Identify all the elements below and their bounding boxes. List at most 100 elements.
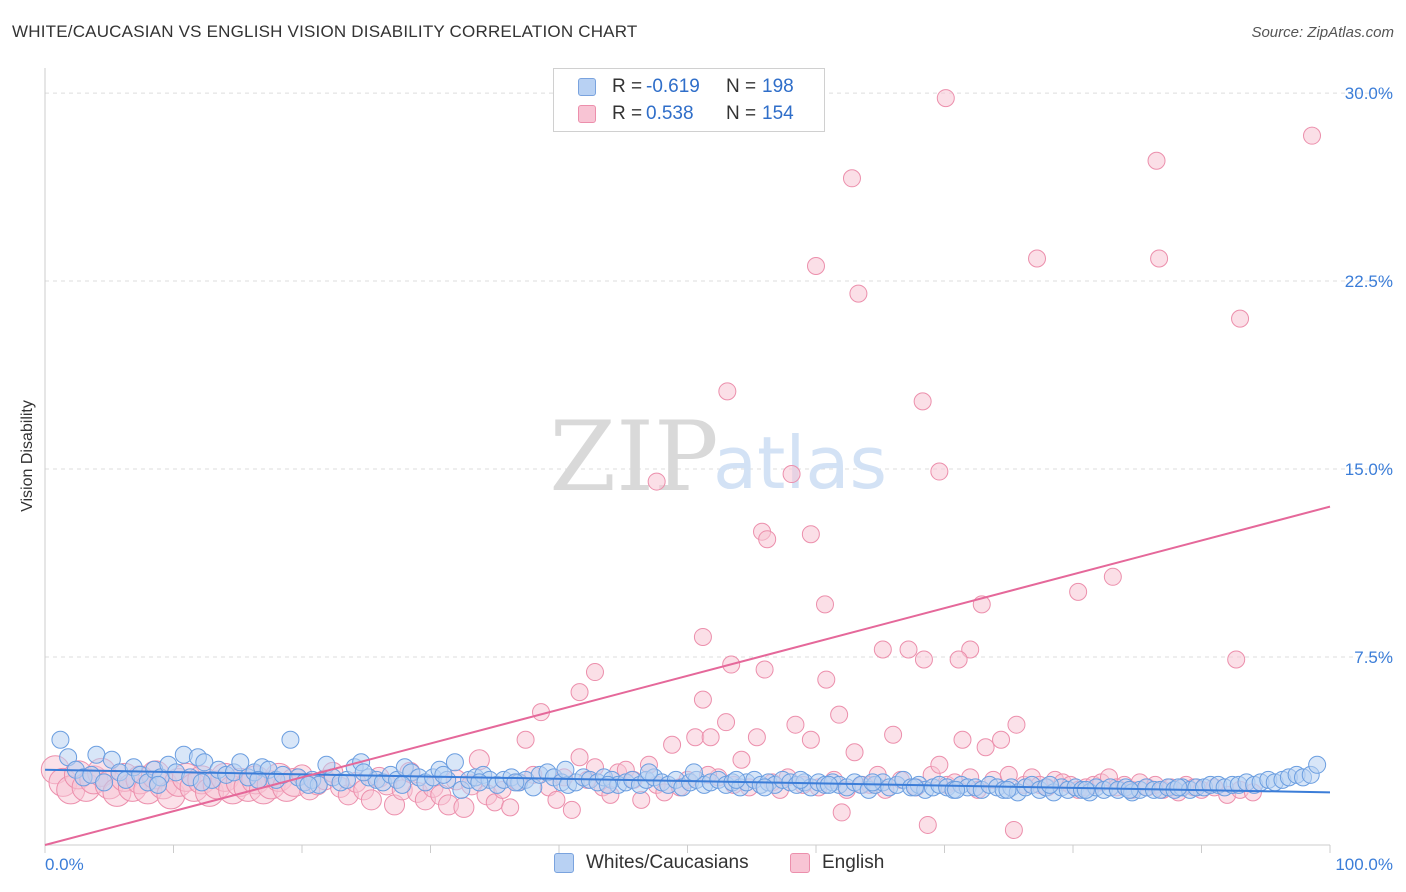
english-point	[1103, 567, 1122, 586]
whites-point	[231, 753, 250, 772]
legend-swatch-whites	[578, 78, 596, 96]
whites-point	[149, 775, 168, 794]
english-point	[801, 730, 820, 749]
series-legend-english[interactable]: English	[790, 852, 884, 874]
english-point	[693, 690, 712, 709]
english-point	[832, 803, 851, 822]
english-point	[501, 798, 520, 817]
whites-point	[791, 770, 810, 789]
series-swatch-whites	[554, 853, 574, 873]
whites-point	[556, 760, 575, 779]
y-tick-label: 22.5%	[1345, 272, 1393, 291]
english-point	[632, 790, 651, 809]
whites-point	[684, 763, 703, 782]
whites-point	[1076, 780, 1095, 799]
english-point	[849, 284, 868, 303]
correlation-legend: R = -0.619 N = 198 R = 0.538 N = 154	[553, 68, 825, 132]
english-point	[976, 738, 995, 757]
english-point	[936, 89, 955, 108]
english-point	[686, 728, 705, 747]
legend-r-label: R =	[612, 103, 643, 124]
chart-title: WHITE/CAUCASIAN VS ENGLISH VISION DISABI…	[12, 22, 638, 41]
legend-n-value-english: 154	[762, 103, 794, 124]
grid-lines	[45, 92, 1392, 658]
english-point	[1147, 151, 1166, 170]
english-point	[953, 730, 972, 749]
whites-point	[998, 780, 1017, 799]
series-legend-whites[interactable]: Whites/Caucasians	[554, 852, 749, 874]
legend-n-label: N =	[726, 103, 757, 124]
english-point	[1069, 582, 1088, 601]
whites-point	[727, 770, 746, 789]
whites-point	[87, 745, 106, 764]
english-point	[718, 382, 737, 401]
x-tick-label: 100.0%	[1335, 855, 1393, 874]
english-point	[647, 472, 666, 491]
english-point	[830, 705, 849, 724]
english-point	[873, 640, 892, 659]
english-point	[992, 730, 1011, 749]
x-tick-label: 0.0%	[45, 855, 84, 874]
english-point	[755, 660, 774, 679]
watermark-zip: ZIP	[549, 401, 718, 513]
whites-point	[51, 730, 70, 749]
y-tick-label: 7.5%	[1354, 648, 1393, 667]
whites-point	[1308, 755, 1327, 774]
english-point	[732, 750, 751, 769]
whites-point	[819, 775, 838, 794]
english-point	[842, 169, 861, 188]
english-point	[930, 755, 949, 774]
legend-row-english: R = 0.538 N = 154	[578, 102, 794, 126]
english-point	[913, 392, 932, 411]
english-point	[801, 525, 820, 544]
series-legend: Whites/Caucasians English	[0, 852, 1406, 878]
whites-point	[281, 730, 300, 749]
english-point	[1007, 715, 1026, 734]
whites-trend-line	[44, 768, 1331, 794]
series-label-whites: Whites/Caucasians	[586, 852, 749, 873]
whites-point	[905, 778, 924, 797]
english-point	[949, 650, 968, 669]
legend-r-value-whites: -0.619	[646, 76, 700, 97]
whites-point	[947, 780, 966, 799]
english-point	[817, 670, 836, 689]
english-point	[758, 530, 777, 549]
whites-point	[354, 763, 373, 782]
whites-point	[1169, 778, 1188, 797]
whites-point	[639, 763, 658, 782]
tick-labels: 7.5% 15.0% 22.5% 30.0% 0.0% 100.0%	[45, 84, 1393, 874]
english-point	[1303, 126, 1322, 145]
english-point	[562, 800, 581, 819]
whites-point	[506, 773, 525, 792]
english-point	[918, 815, 937, 834]
english-point	[701, 728, 720, 747]
legend-row-whites: R = -0.619 N = 198	[578, 75, 794, 99]
english-point	[807, 257, 825, 276]
whites-point	[393, 775, 412, 794]
english-point	[717, 713, 736, 732]
english-point	[1028, 249, 1047, 268]
y-tick-label: 30.0%	[1345, 84, 1393, 103]
english-point	[453, 796, 475, 818]
english-point	[570, 748, 589, 767]
english-point	[663, 735, 682, 754]
english-point	[516, 730, 535, 749]
whites-point	[195, 753, 214, 772]
english-point	[899, 640, 918, 659]
series-swatch-english	[790, 853, 810, 873]
axes	[44, 68, 1331, 853]
english-point	[884, 725, 903, 744]
english-point	[930, 462, 949, 481]
whites-point	[445, 753, 464, 772]
english-point	[782, 465, 801, 484]
watermark: ZIP atlas	[549, 401, 887, 513]
english-point	[961, 640, 980, 659]
y-tick-label: 15.0%	[1345, 460, 1393, 479]
trend-lines	[44, 505, 1331, 846]
english-point	[693, 627, 712, 646]
whites-point	[95, 773, 114, 792]
whites-point	[863, 773, 882, 792]
english-point	[914, 650, 933, 669]
english-trend-line	[44, 505, 1331, 846]
